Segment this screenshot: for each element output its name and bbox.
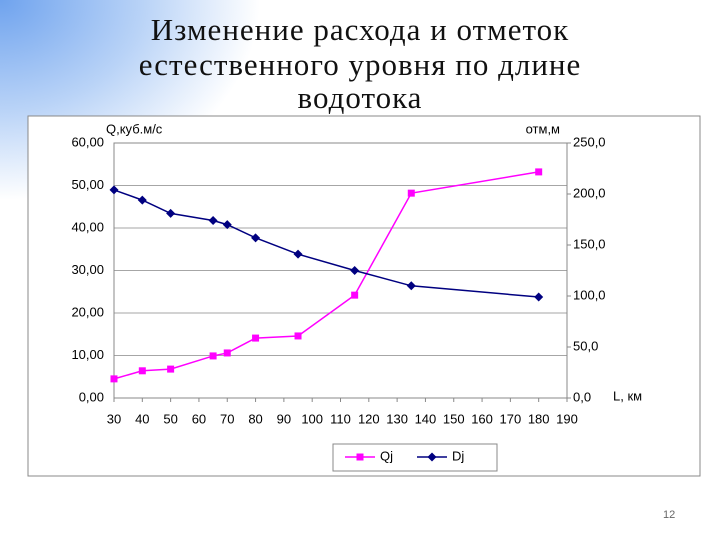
point	[350, 266, 360, 275]
point	[110, 375, 118, 383]
x-tick-label: 170	[500, 411, 522, 426]
point	[167, 365, 175, 373]
title-line: естественного уровня по длине	[139, 47, 582, 82]
point	[293, 249, 303, 259]
y-tick-label: 50,00	[71, 177, 104, 192]
title-line: Изменение расхода и отметок	[151, 12, 569, 47]
y2-tick-label: 0,0	[573, 389, 591, 404]
point	[166, 208, 176, 218]
x-tick-label: 30	[107, 411, 121, 426]
x-tick-label: 90	[277, 411, 291, 426]
title-line: водотока	[298, 80, 423, 115]
y-tick-label: 0,00	[79, 389, 104, 404]
point	[407, 189, 415, 197]
y2-tick-label: 100,0	[573, 287, 606, 302]
y2-tick-label: 250,0	[573, 134, 606, 149]
y-tick-label: 30,00	[71, 262, 104, 277]
y2-axis-label: отм,м	[526, 121, 560, 136]
legend-marker	[356, 453, 364, 461]
point	[406, 281, 416, 291]
point	[208, 216, 218, 226]
legend-label: Qj	[380, 448, 393, 463]
series-line	[113, 189, 539, 298]
point	[109, 185, 119, 195]
point	[294, 332, 302, 340]
legend-marker	[427, 452, 437, 462]
point	[222, 220, 232, 230]
y-axis-label: Q,куб.м/с	[106, 121, 163, 136]
x-tick-label: 130	[386, 411, 408, 426]
y2-tick-label: 150,0	[573, 236, 606, 251]
x-tick-label: 110	[330, 411, 351, 426]
x-tick-label: 60	[192, 411, 206, 426]
x-tick-label: 70	[220, 411, 234, 426]
point	[535, 168, 543, 176]
page-number: 12	[663, 509, 675, 521]
x-tick-label: 140	[415, 411, 437, 426]
y-tick-label: 20,00	[71, 304, 104, 319]
legend-label: Dj	[452, 448, 464, 463]
x-tick-label: 150	[443, 411, 465, 426]
x-axis-label: L, км	[613, 388, 642, 403]
x-tick-label: 100	[301, 411, 323, 426]
point	[137, 195, 147, 205]
y2-tick-label: 50,0	[573, 338, 598, 353]
x-tick-label: 160	[471, 411, 493, 426]
x-tick-label: 180	[528, 411, 550, 426]
point	[534, 292, 544, 302]
x-tick-label: 80	[248, 411, 262, 426]
x-tick-label: 40	[135, 411, 149, 426]
y2-tick-label: 200,0	[573, 185, 606, 200]
point	[252, 334, 260, 342]
point	[138, 367, 146, 375]
x-tick-label: 50	[163, 411, 177, 426]
x-tick-label: 120	[358, 411, 380, 426]
y-tick-label: 10,00	[71, 347, 104, 362]
point	[351, 291, 359, 299]
point	[251, 233, 261, 243]
series-line	[113, 171, 539, 380]
x-tick-label: 190	[556, 411, 578, 426]
point	[223, 349, 231, 357]
point	[209, 352, 217, 360]
y-tick-label: 60,00	[71, 134, 104, 149]
y-tick-label: 40,00	[71, 219, 104, 234]
